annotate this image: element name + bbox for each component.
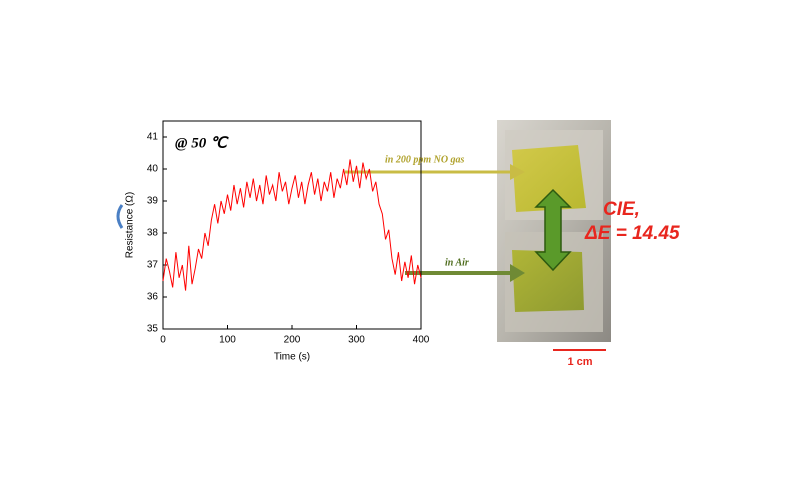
scale-bar-label: 1 cm <box>567 356 592 368</box>
plot-frame <box>162 120 422 330</box>
annotation: ΔE = 14.45 <box>584 223 680 244</box>
y-tick-label: 36 <box>147 292 159 303</box>
x-tick-label: 100 <box>219 335 236 346</box>
y-tick-label: 37 <box>147 260 159 271</box>
y-axis-label: Resistance (Ω) <box>125 192 136 258</box>
y-tick-label: 41 <box>147 132 159 143</box>
x-tick-label: 200 <box>284 335 301 346</box>
arrows <box>345 164 606 351</box>
annotation: CIE, <box>603 199 640 220</box>
x-tick-label: 400 <box>413 335 430 346</box>
data-line <box>162 159 422 291</box>
annotation: @ 50 ℃ <box>175 135 229 151</box>
y-tick-label: 40 <box>147 164 159 175</box>
x-axis-label: Time (s) <box>274 352 310 363</box>
x-tick-label: 300 <box>348 335 365 346</box>
y-tick-label: 38 <box>147 228 159 239</box>
decoration <box>116 204 124 229</box>
x-tick-label: 0 <box>160 335 166 346</box>
annotation: in Air <box>445 257 469 268</box>
photo <box>497 120 611 342</box>
y-tick-label: 35 <box>147 324 159 335</box>
annotation: in 200 ppm NO gas <box>385 154 465 165</box>
y-tick-label: 39 <box>147 196 159 207</box>
